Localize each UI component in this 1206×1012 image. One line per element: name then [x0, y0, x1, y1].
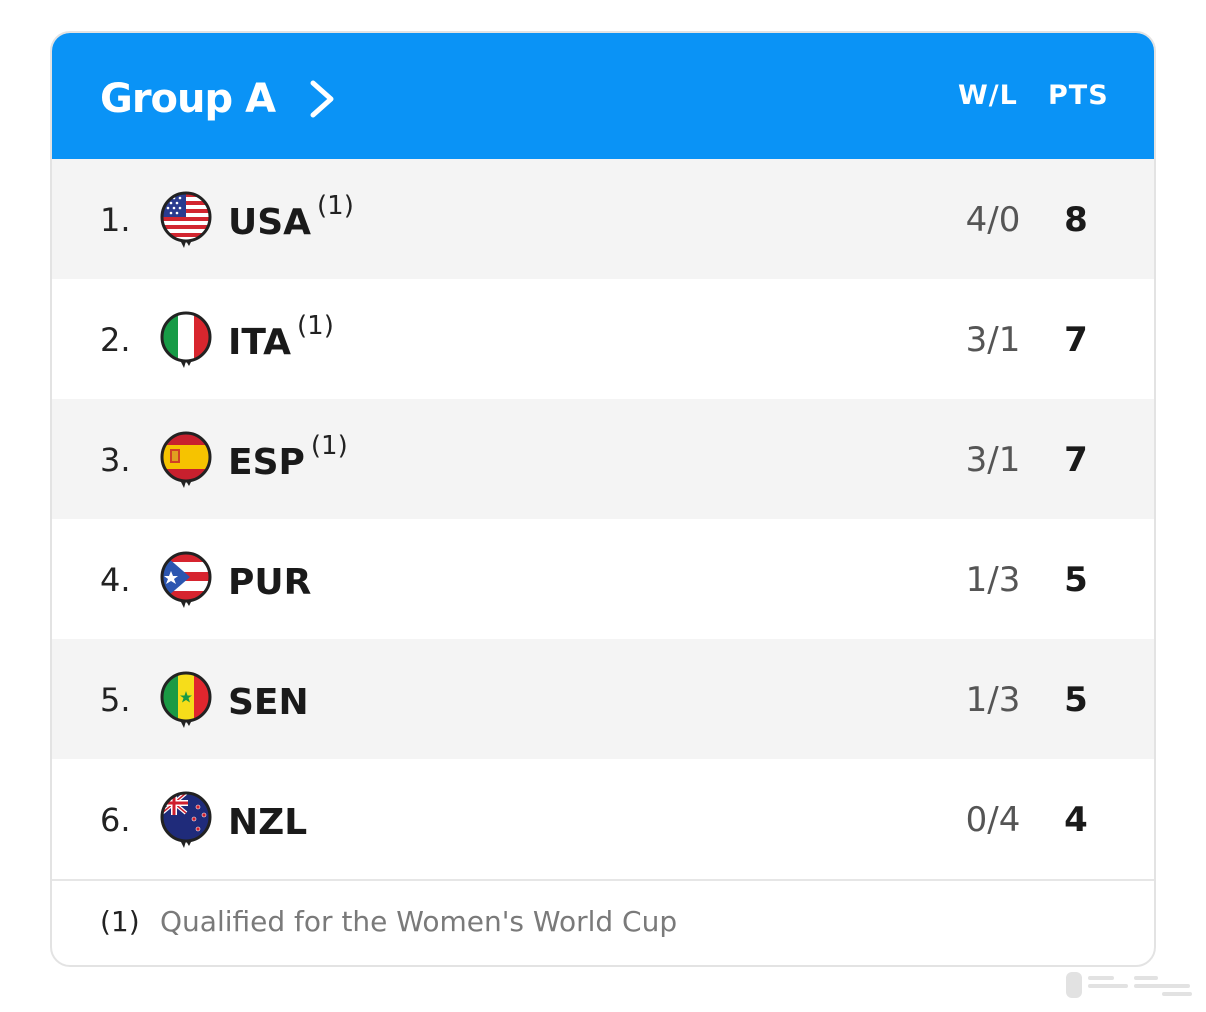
senegal-flag-icon [160, 671, 212, 731]
team-name: PUR [228, 562, 312, 603]
standings-header: Group A W/L PTS [52, 33, 1154, 159]
team-name: USA [228, 202, 312, 243]
watermark-icon [1062, 966, 1196, 1002]
qualified-mark: (1) [297, 311, 334, 341]
table-row[interactable]: 5. SEN 1/3 5 [52, 639, 1154, 759]
points: 8 [1064, 200, 1088, 240]
points: 5 [1064, 680, 1088, 720]
table-row[interactable]: 6. [52, 759, 1154, 879]
rank: 2. [100, 321, 131, 359]
points: 5 [1064, 560, 1088, 600]
win-loss: 1/3 [965, 560, 1021, 600]
italy-flag-icon [160, 311, 212, 371]
win-loss: 0/4 [965, 800, 1021, 840]
rank: 5. [100, 681, 131, 719]
rank: 6. [100, 801, 131, 839]
wl-column-header: W/L [958, 80, 1018, 111]
puerto-rico-flag-icon [160, 551, 212, 611]
win-loss: 3/1 [965, 440, 1021, 480]
team: USA (1) [228, 191, 354, 243]
footnote-mark: (1) [100, 905, 140, 938]
team-name: ESP [228, 442, 305, 483]
qualified-mark: (1) [317, 191, 354, 221]
rank: 3. [100, 441, 131, 479]
team-name: NZL [228, 802, 308, 843]
table-row[interactable]: 1. USA (1) [52, 159, 1154, 279]
win-loss: 4/0 [965, 200, 1021, 240]
rank: 4. [100, 561, 131, 599]
table-row[interactable]: 3. ESP (1) 3/1 7 [52, 399, 1154, 519]
points: 7 [1064, 440, 1088, 480]
qualified-mark: (1) [310, 431, 348, 461]
team: ITA (1) [228, 311, 334, 363]
win-loss: 1/3 [965, 680, 1021, 720]
new-zealand-flag-icon [160, 791, 212, 851]
standings-card: Group A W/L PTS 1. [50, 31, 1156, 967]
chevron-right-icon [307, 79, 337, 119]
table-row[interactable]: 2. ITA (1) 3/1 7 [52, 279, 1154, 399]
team-name: ITA [228, 322, 292, 363]
win-loss: 3/1 [965, 320, 1021, 360]
spain-flag-icon [160, 431, 212, 491]
team: ESP (1) [228, 431, 348, 483]
table-row[interactable]: 4. PUR 1/3 5 [52, 519, 1154, 639]
team: PUR [228, 563, 317, 603]
team-name: SEN [228, 682, 309, 723]
group-title: Group A [100, 76, 276, 122]
standings-footer: (1) Qualified for the Women's World Cup [52, 879, 1154, 965]
points: 4 [1064, 800, 1088, 840]
usa-flag-icon [160, 191, 212, 251]
rank: 1. [100, 201, 131, 239]
team: NZL [228, 803, 313, 843]
team: SEN [228, 683, 315, 723]
group-a-link[interactable]: Group A [100, 73, 337, 125]
points: 7 [1064, 320, 1088, 360]
footnote-text: Qualified for the Women's World Cup [160, 905, 678, 938]
pts-column-header: PTS [1048, 80, 1109, 111]
